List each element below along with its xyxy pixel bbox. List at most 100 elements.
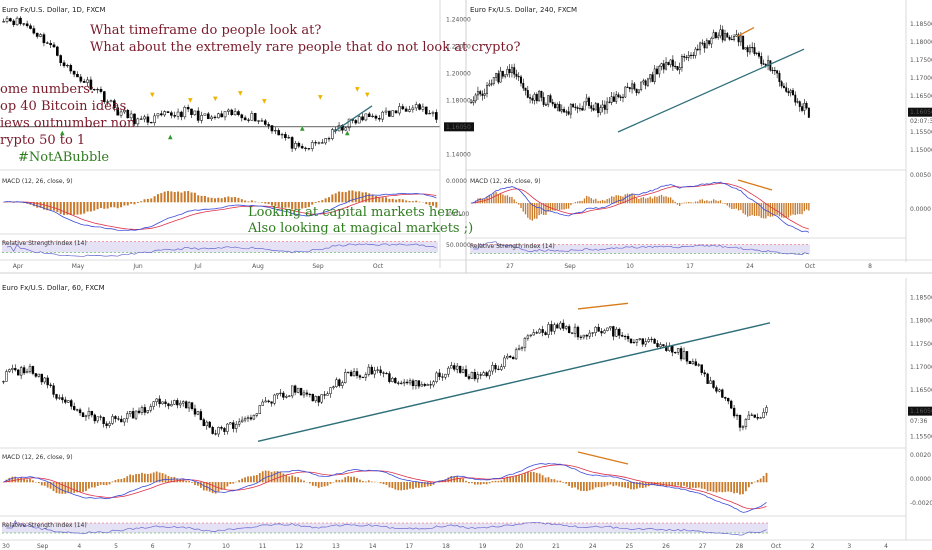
h4-time-tick-label: Oct (805, 263, 816, 270)
h4-macd-histogram-bar (504, 195, 506, 204)
h1-macd-histogram-bar (273, 471, 276, 483)
h1-macd-histogram-bar (527, 471, 529, 483)
h1-candle (229, 422, 232, 425)
h4-macd-histogram-bar (610, 196, 613, 204)
h1-candle (697, 364, 700, 366)
h1-macd-histogram-bar (730, 482, 733, 493)
h4-macd-histogram-bar (746, 203, 749, 217)
daily-price-pane[interactable]: ▼ ▼ ▼ ▼ ▼ ▼ ▼ ▼ ▲ ▲ ▲ ▲ (0, 0, 441, 268)
daily-macd-pane[interactable] (0, 190, 440, 235)
h4-rsi-pane[interactable] (470, 241, 810, 256)
daily-macd-histogram-bar (405, 200, 408, 203)
daily-candle (52, 44, 56, 48)
h1-macd-histogram-bar (506, 476, 509, 483)
daily-macd-histogram-bar (203, 196, 206, 203)
h1-macd-histogram-bar (568, 482, 571, 486)
h1-candle (93, 414, 96, 422)
h1-macd-histogram-bar (677, 482, 680, 486)
h1-candle (49, 384, 52, 386)
h1-macd-histogram-bar (161, 473, 164, 483)
daily-macd-tick-label: -0.0100 (446, 211, 469, 218)
h1-macd-histogram-bar (58, 482, 61, 494)
h4-macd-histogram-bar (706, 200, 708, 204)
h1-candle (282, 392, 285, 398)
daily-candle (290, 137, 294, 149)
h1-candle (81, 412, 85, 418)
h1-macd-histogram-bar (167, 476, 170, 483)
daily-candle (12, 20, 16, 25)
h1-candle (332, 386, 335, 388)
h4-candle (492, 77, 495, 84)
h1-time-tick-label: 28 (736, 543, 744, 550)
h4-candle (760, 56, 763, 64)
h4-price-tick-label: 1.17000 (910, 75, 932, 82)
h1-candle (485, 372, 488, 377)
h4-candle (696, 48, 699, 51)
h4-macd-histogram-bar (790, 203, 792, 216)
h1-candle (335, 379, 338, 388)
h1-macd-pane[interactable] (0, 451, 906, 517)
h1-macd-histogram-bar (694, 482, 697, 488)
h1-candle (31, 366, 35, 374)
daily-price-axis: 1.24000 1.22000 1.20000 1.18000 1.16050 1.140… (0, 17, 474, 261)
h1-chart[interactable]: Euro Fx/U.S. Dollar, 60, FXCM MACD (12, … (0, 278, 932, 550)
h1-candle (562, 322, 565, 329)
daily-time-tick-label: Aug (252, 263, 264, 270)
h4-macd-histogram-bar (527, 203, 529, 218)
h4-macd-histogram-bar (549, 203, 552, 211)
h1-candle (762, 412, 765, 418)
h1-candle (276, 393, 279, 396)
h1-candle (570, 332, 574, 334)
h1-candle (25, 371, 29, 374)
h1-candle (355, 371, 359, 376)
daily-candle (39, 34, 42, 37)
h4-macd-histogram-bar (502, 194, 504, 204)
h1-rsi-pane[interactable] (2, 519, 768, 536)
daily-macd-histogram-bar (183, 191, 186, 203)
h1-price-pane[interactable] (0, 278, 907, 540)
daily-candle (129, 113, 133, 119)
h1-candle (411, 380, 415, 386)
h4-chart[interactable]: Euro Fx/U.S. Dollar, 240, FXCM MACD (12,… (466, 0, 932, 270)
h1-candle (58, 397, 61, 399)
h4-candle (508, 68, 511, 73)
daily-chart[interactable]: Euro Fx/U.S. Dollar, 1D, FXCM ▼ ▼ ▼ ▼ ▼ ▼ ▼ ▼ ▲ ▲… (0, 0, 474, 270)
daily-rsi-pane[interactable] (2, 241, 438, 257)
h1-candle (476, 374, 479, 380)
h1-macd-histogram-bar (96, 482, 99, 487)
daily-macd-histogram-bar (130, 202, 133, 204)
h1-macd-histogram-bar (409, 482, 411, 489)
h4-macd-tick-label: 0.0050 (910, 172, 931, 179)
daily-candle (139, 118, 143, 120)
h1-macd-histogram-bar (8, 477, 11, 483)
h4-macd-pane[interactable] (466, 179, 906, 239)
h4-candle (590, 105, 593, 109)
h1-candle (72, 406, 76, 410)
h4-macd-histogram-bar (531, 203, 534, 221)
h1-candle (323, 394, 326, 396)
h4-price-pane[interactable] (466, 0, 907, 262)
h4-macd-histogram-bar (644, 198, 647, 204)
h4-candle (569, 104, 572, 115)
h1-candle (603, 330, 606, 334)
h4-candle (547, 95, 550, 106)
daily-candle (233, 111, 237, 115)
h1-candle (137, 410, 141, 413)
h4-candle (510, 67, 513, 73)
h4-macd-histogram-bar (726, 203, 728, 206)
h4-macd-histogram-bar (669, 197, 672, 204)
daily-macd-histogram-bar (126, 202, 129, 206)
h1-macd-histogram-bar (223, 482, 226, 490)
daily-macd-histogram-bar (96, 202, 99, 210)
daily-macd-histogram-bar (120, 202, 123, 208)
daily-candle (153, 115, 156, 123)
daily-candle (317, 142, 321, 144)
h1-time-tick-label: 4 (77, 543, 81, 550)
h1-macd-histogram-bar (158, 472, 161, 483)
h4-candle (714, 32, 717, 38)
h1-candle (296, 387, 300, 393)
h4-candle (526, 90, 529, 98)
h4-candle (642, 80, 645, 83)
